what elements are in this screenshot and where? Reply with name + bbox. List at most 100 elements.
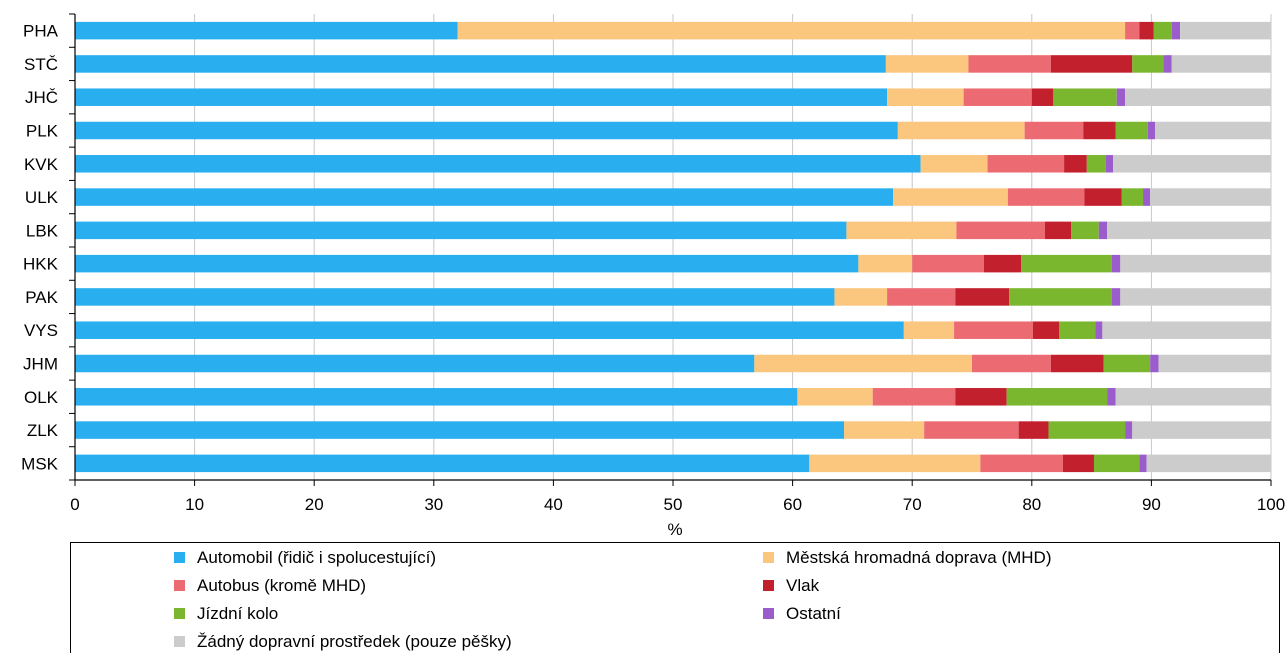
bar-segment — [75, 121, 898, 140]
legend-swatch — [763, 580, 774, 591]
bar-segment — [457, 21, 1126, 40]
x-tick-label: 60 — [783, 495, 802, 514]
legend-swatch — [174, 608, 185, 619]
legend-swatch — [763, 608, 774, 619]
bar-segment — [912, 254, 984, 273]
bar-segment — [1139, 21, 1154, 40]
bar-segment — [809, 454, 981, 473]
bar-segment — [1006, 388, 1108, 406]
bar-segment — [1171, 21, 1181, 40]
bar-segment — [983, 254, 1022, 273]
legend-label: Jízdní kolo — [197, 604, 279, 623]
bar-segment — [1031, 88, 1054, 106]
bar-segment — [1024, 121, 1084, 140]
bar-segment — [1113, 155, 1271, 173]
bar-segment — [75, 155, 921, 173]
bar-segment — [1146, 454, 1271, 473]
legend-item-jizdni-kolo: Jízdní kolo — [174, 604, 278, 624]
bar-segment — [1116, 88, 1126, 106]
bar-segment — [885, 55, 969, 73]
legend-item-pesky: Žádný dopravní prostředek (pouze pěšky) — [174, 632, 512, 652]
bar-segment — [1147, 121, 1155, 140]
bar-segment — [1062, 454, 1094, 473]
legend-label: Autobus (kromě MHD) — [197, 576, 367, 595]
bar-segment — [1064, 155, 1087, 173]
legend: Automobil (řidič i spolucestující) Městs… — [70, 542, 1280, 653]
x-tick-label: 80 — [1022, 495, 1041, 514]
bar-segment — [1115, 121, 1148, 140]
bar-segment — [1095, 321, 1103, 339]
x-tick-labels: 0 10 20 30 40 50 60 70 80 90 100 — [70, 495, 1285, 514]
bar-segment — [972, 354, 1051, 373]
bar-segment — [980, 454, 1063, 473]
bar-segment — [955, 288, 1010, 306]
bar-segment — [1107, 388, 1116, 406]
bar-segment — [1018, 421, 1049, 439]
category-label: PAK — [25, 288, 58, 307]
bar-segment — [1007, 188, 1085, 206]
legend-item-mhd: Městská hromadná doprava (MHD) — [763, 548, 1051, 568]
x-tick-label: 30 — [424, 495, 443, 514]
category-label: STČ — [24, 55, 58, 74]
category-label: ULK — [25, 188, 59, 207]
bar-segment — [956, 221, 1045, 240]
category-label: PHA — [23, 22, 59, 41]
bar-segment — [968, 55, 1051, 73]
bar-segment — [1171, 55, 1271, 73]
legend-item-automobil: Automobil (řidič i spolucestující) — [174, 548, 436, 568]
bar-segment — [872, 388, 956, 406]
bar-segment — [1105, 155, 1114, 173]
bar-segment — [1115, 388, 1271, 406]
bar-segment — [1050, 354, 1104, 373]
bar-segment — [1150, 188, 1271, 206]
bar-segment — [1139, 454, 1147, 473]
legend-item-vlak: Vlak — [763, 576, 819, 596]
bar-segment — [75, 188, 894, 206]
bar-segment — [1071, 221, 1099, 240]
bar-segment — [1150, 354, 1159, 373]
bar-segment — [1032, 321, 1060, 339]
bar-segment — [75, 254, 859, 273]
category-label: JHM — [23, 355, 58, 374]
bar-segment — [75, 421, 845, 439]
bar-segment — [1103, 354, 1151, 373]
bar-segment — [1083, 121, 1116, 140]
bar-segment — [75, 21, 458, 40]
bar-segment — [893, 188, 1008, 206]
bar-segment — [75, 55, 886, 73]
bar-segment — [1143, 188, 1151, 206]
legend-swatch — [763, 552, 774, 563]
bar-segment — [75, 288, 835, 306]
bar-segment — [75, 321, 904, 339]
bar-segment — [75, 388, 798, 406]
x-tick-label: 100 — [1257, 495, 1285, 514]
bar-segment — [1093, 454, 1140, 473]
bar-segment — [954, 321, 1033, 339]
bar-segment — [844, 421, 925, 439]
legend-label: Vlak — [786, 576, 820, 595]
category-label: HKK — [23, 255, 59, 274]
x-tick-label: 40 — [544, 495, 563, 514]
bar-segment — [1132, 421, 1271, 439]
category-label: LBK — [26, 221, 59, 240]
x-tick-label: 50 — [664, 495, 683, 514]
bar-segment — [1120, 254, 1271, 273]
bar-segment — [1059, 321, 1096, 339]
bar-segment — [75, 354, 755, 373]
bar-segment — [955, 388, 1007, 406]
bars — [75, 21, 1271, 473]
bar-segment — [920, 155, 988, 173]
bar-segment — [75, 88, 888, 106]
bar-segment — [963, 88, 1032, 106]
category-label: VYS — [24, 321, 58, 340]
legend-label: Ostatní — [786, 604, 841, 623]
bar-segment — [846, 221, 957, 240]
legend-swatch — [174, 552, 185, 563]
bar-segment — [75, 454, 810, 473]
bar-segment — [1121, 188, 1144, 206]
bar-segment — [797, 388, 873, 406]
bar-segment — [754, 354, 972, 373]
bar-segment — [1111, 254, 1121, 273]
legend-label: Městská hromadná doprava (MHD) — [786, 548, 1052, 567]
bar-segment — [1163, 55, 1172, 73]
